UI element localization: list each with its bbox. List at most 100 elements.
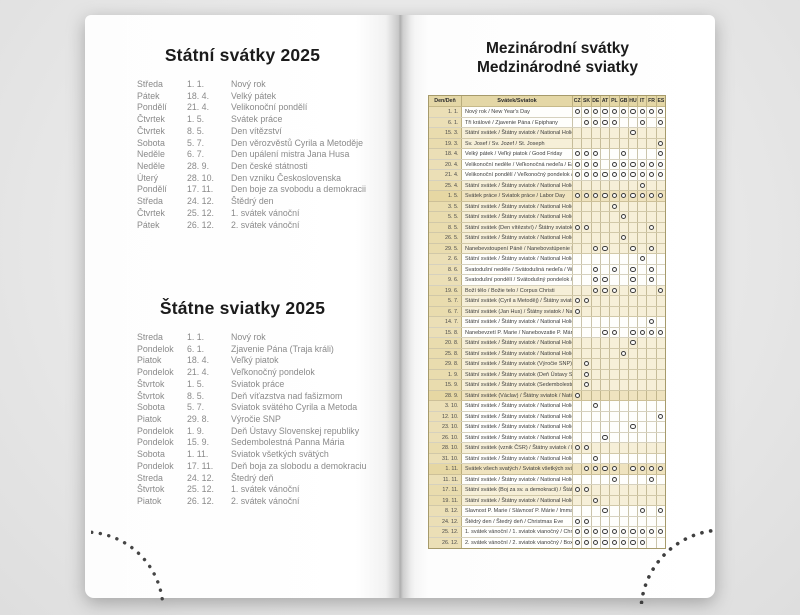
mark-circle-icon — [593, 540, 599, 546]
date-cell: 25. 12. — [187, 207, 214, 218]
country-mark-cell — [627, 138, 637, 148]
country-mark-cell — [646, 537, 655, 548]
country-mark-cell — [572, 233, 581, 243]
country-mark-cell — [627, 149, 637, 159]
name-cell: Den vítězství — [231, 125, 282, 136]
mark-circle-icon — [658, 140, 664, 146]
holiday-name-cell: Státní svátek / Štátny sviatok / Nationa… — [465, 413, 573, 420]
holiday-row: 15. 9. Státní svátek / Štátny sviatok (Se… — [429, 380, 665, 391]
country-mark-cell — [599, 128, 609, 138]
country-mark-cell — [590, 201, 600, 211]
date-cell: 1. 5. — [187, 114, 205, 125]
country-mark-cell — [581, 275, 590, 285]
country-mark-cell — [646, 485, 655, 495]
country-mark-cell — [646, 243, 655, 253]
mark-circle-icon — [611, 529, 617, 535]
country-mark-cell — [572, 411, 581, 421]
holiday-name-cell: Státní svátek / Štátny sviatok (Sedembol… — [465, 382, 572, 388]
country-mark-cell — [627, 422, 637, 432]
country-mark-cell — [581, 369, 590, 379]
date-cell: 29. 8. — [187, 414, 210, 425]
country-mark-cell — [572, 453, 581, 463]
date-cell: 1. 5. — [187, 378, 205, 389]
date-cell: 1. 9. — [429, 369, 462, 379]
country-mark-cell — [637, 327, 646, 337]
country-mark-cell — [646, 348, 655, 358]
mark-circle-icon — [621, 193, 627, 199]
country-mark-cell — [599, 264, 609, 274]
country-mark-cell — [590, 159, 600, 169]
holiday-row: 20. 4. Velikonoční neděle / Veľkonočná ne… — [429, 159, 665, 170]
name-cell: Deň boja za slobodu a demokraciu — [231, 460, 367, 471]
country-mark-cell — [618, 275, 628, 285]
country-mark-cell — [572, 285, 581, 295]
date-cell: 25. 12. — [187, 484, 214, 495]
date-cell: 19. 6. — [429, 285, 462, 295]
country-mark-cell — [646, 285, 655, 295]
mark-circle-icon — [630, 287, 636, 293]
country-mark-cell — [618, 317, 628, 327]
mark-circle-icon — [621, 109, 627, 115]
table-header-row: Den/Deň Svátek/Sviatok CZ SK DE AT PL GB HU IT FR E… — [429, 96, 665, 107]
country-mark-cell — [609, 191, 618, 201]
date-cell: 24. 12. — [187, 196, 214, 207]
country-mark-cell — [609, 527, 618, 537]
country-mark-cell — [609, 222, 618, 232]
date-cell: 3. 5. — [429, 201, 462, 211]
day-cell: Středa — [137, 79, 163, 89]
country-mark-cell — [581, 233, 590, 243]
day-cell: Pondelok — [137, 437, 174, 448]
day-cell: Pátek — [137, 219, 160, 230]
country-mark-cell — [599, 443, 609, 453]
holiday-name-cell: Státní svátek / Štátny sviatok / Nationa… — [465, 235, 573, 241]
country-mark-cell — [627, 296, 637, 306]
country-mark-cell — [599, 107, 609, 117]
country-mark-cell — [646, 380, 655, 390]
mark-circle-icon — [658, 151, 664, 157]
holiday-name-cell: Štědrý den / Štedrý deň / Christmas Eve — [465, 518, 564, 525]
day-cell: Piatok — [137, 355, 162, 366]
country-mark-cell — [599, 159, 609, 169]
country-mark-cell — [646, 432, 655, 442]
country-mark-cell — [581, 222, 590, 232]
name-cell: Den věrozvěstů Cyrila a Metoděje — [231, 137, 364, 148]
mark-circle-icon — [648, 466, 655, 472]
holiday-row: 17. 11. Státní svátek (Boj za sv. a demok… — [429, 485, 665, 496]
date-cell: 1. 1. — [187, 79, 205, 89]
country-mark-cell — [637, 464, 646, 474]
date-cell: 3. 10. — [429, 401, 462, 411]
mark-circle-icon — [648, 329, 655, 335]
slovak-holidays-title: Štátne sviatky 2025 — [159, 298, 326, 318]
day-cell: Pondělí — [137, 184, 167, 195]
holiday-name-cell: Svátek všech svatých / Sviatok všetkých … — [465, 466, 573, 472]
country-mark-cell — [572, 149, 581, 159]
mark-circle-icon — [658, 287, 664, 293]
name-cell: Štedrý deň — [231, 472, 274, 483]
country-mark-cell — [618, 401, 628, 411]
country-mark-cell — [627, 254, 637, 264]
day-cell: Streda — [137, 472, 163, 483]
mark-circle-icon — [602, 540, 608, 546]
country-mark-cell — [627, 495, 637, 505]
country-mark-cell — [627, 243, 637, 253]
country-mark-cell — [655, 453, 665, 463]
holiday-row: 31. 10. Státní svátek / Štátny sviatok / … — [429, 453, 665, 464]
date-cell: 21. 4. — [187, 367, 210, 378]
country-mark-cell — [618, 506, 628, 516]
name-cell: Štědrý den — [231, 196, 274, 207]
country-mark-cell — [637, 128, 646, 138]
mark-circle-icon — [658, 466, 664, 472]
country-mark-cell — [609, 233, 618, 243]
country-mark-cell — [572, 191, 581, 201]
mark-circle-icon — [583, 487, 590, 493]
country-mark-cell — [637, 338, 646, 348]
country-mark-cell — [627, 159, 637, 169]
mark-circle-icon — [658, 529, 664, 535]
mark-circle-icon — [648, 109, 655, 115]
date-cell: 26. 10. — [429, 432, 462, 442]
country-mark-cell — [609, 159, 618, 169]
day-cell: Pondelok — [137, 460, 174, 471]
holiday-row: 26. 12. 2. svátek vánoční / 2. sviatok vi… — [429, 537, 665, 548]
date-cell: 18. 4. — [429, 149, 462, 159]
country-mark-cell — [581, 170, 590, 180]
